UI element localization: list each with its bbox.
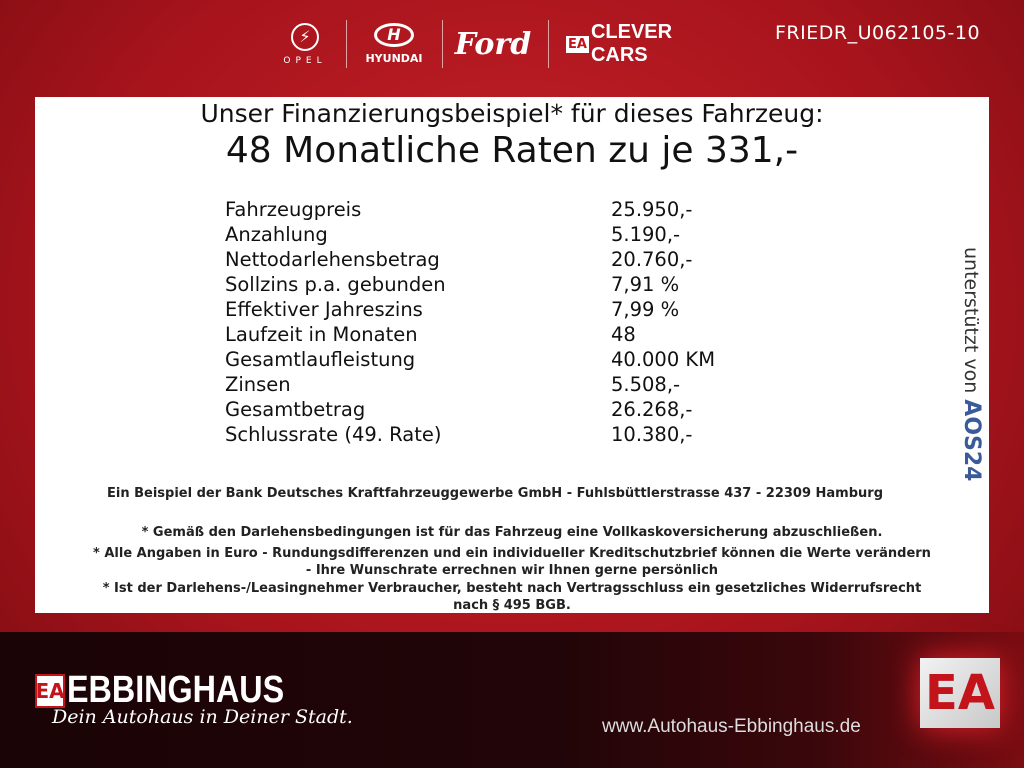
table-row: Laufzeit in Monaten 48	[225, 322, 825, 347]
divider	[442, 20, 443, 68]
ford-logo: Ford	[454, 26, 532, 62]
row-label: Anzahlung	[225, 223, 328, 246]
row-label: Nettodarlehensbetrag	[225, 248, 440, 271]
table-row: Sollzins p.a. gebunden 7,91 %	[225, 272, 825, 297]
table-row: Nettodarlehensbetrag 20.760,-	[225, 247, 825, 272]
divider	[346, 20, 347, 68]
table-row: Effektiver Jahreszins 7,99 %	[225, 297, 825, 322]
row-value: 20.760,-	[611, 248, 693, 271]
table-row: Fahrzeugpreis 25.950,-	[225, 197, 825, 222]
row-label: Fahrzeugpreis	[225, 198, 362, 221]
row-label: Schlussrate (49. Rate)	[225, 423, 442, 446]
financing-table: Fahrzeugpreis 25.950,- Anzahlung 5.190,- Net…	[225, 197, 825, 447]
aos24-logo: AOS24	[959, 399, 984, 482]
website-link[interactable]: www.Autohaus-Ebbinghaus.de	[602, 716, 861, 737]
row-label: Gesamtlaufleistung	[225, 348, 416, 371]
clever-cars-logo: EA CLEVER CARS	[566, 21, 673, 66]
slogan: Dein Autohaus in Deiner Stadt.	[52, 706, 353, 728]
row-value: 40.000 KM	[611, 348, 716, 371]
table-row: Gesamtbetrag 26.268,-	[225, 397, 825, 422]
footnotes: * Gemäß den Darlehensbedingungen ist für…	[93, 525, 931, 613]
footer-banner: EA EBBINGHAUS Dein Autohaus in Deiner St…	[0, 632, 1024, 768]
row-value: 5.190,-	[611, 223, 681, 246]
row-value: 5.508,-	[611, 373, 681, 396]
row-value: 25.950,-	[611, 198, 693, 221]
row-value: 10.380,-	[611, 423, 693, 446]
panel-title: Unser Finanzierungsbeispiel* für dieses …	[200, 99, 824, 128]
row-value: 7,91 %	[611, 273, 680, 296]
row-value: 7,99 %	[611, 298, 680, 321]
row-label: Laufzeit in Monaten	[225, 323, 418, 346]
row-label: Gesamtbetrag	[225, 398, 366, 421]
ea-logo-icon: EA	[920, 658, 1000, 728]
divider	[548, 20, 549, 68]
table-row: Zinsen 5.508,-	[225, 372, 825, 397]
ebbinghaus-logo: EA EBBINGHAUS	[35, 669, 285, 711]
financing-panel: Unser Finanzierungsbeispiel* für dieses …	[35, 97, 989, 613]
hyundai-logo: H HYUNDAI	[365, 23, 423, 65]
row-value: 48	[611, 323, 636, 346]
aos24-credit: unterstützt von AOS24	[959, 247, 984, 482]
monthly-rate: 48 Monatliche Raten zu je 331,-	[225, 130, 799, 171]
row-label: Sollzins p.a. gebunden	[225, 273, 446, 296]
table-row: Anzahlung 5.190,-	[225, 222, 825, 247]
row-label: Effektiver Jahreszins	[225, 298, 423, 321]
table-row: Schlussrate (49. Rate) 10.380,-	[225, 422, 825, 447]
bank-info: Ein Beispiel der Bank Deutsches Kraftfah…	[106, 486, 884, 501]
vehicle-code: FRIEDR_U062105-10	[775, 22, 981, 44]
table-row: Gesamtlaufleistung 40.000 KM	[225, 347, 825, 372]
opel-logo: ⚡ OPEL	[276, 18, 334, 70]
row-label: Zinsen	[225, 373, 291, 396]
row-value: 26.268,-	[611, 398, 693, 421]
header-bar: ⚡ OPEL H HYUNDAI Ford EA CLEVER CARS FRI…	[0, 0, 1024, 97]
